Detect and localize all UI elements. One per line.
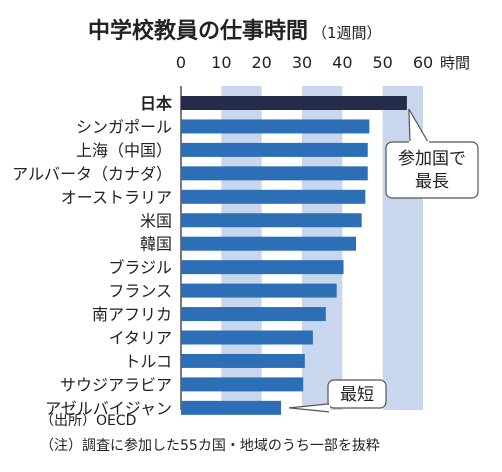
callout-box xyxy=(327,379,387,409)
category-label: アルバータ（カナダ） xyxy=(12,164,172,183)
annotation-text: 最長 xyxy=(415,172,449,192)
bar xyxy=(181,283,337,298)
bar xyxy=(181,189,366,204)
bar xyxy=(181,260,344,275)
x-tick-label: 10 xyxy=(211,53,231,72)
category-label: サウジアラビア xyxy=(60,375,172,394)
callout-pointer xyxy=(408,108,429,143)
category-label: ブラジル xyxy=(108,258,172,277)
category-label: 日本 xyxy=(140,94,172,113)
bar xyxy=(181,307,326,322)
x-tick-label: 20 xyxy=(251,53,271,72)
chart-title-note: （1週間） xyxy=(312,24,382,42)
category-label: 南アフリカ xyxy=(92,305,172,324)
bar xyxy=(181,377,304,392)
footnote-note: （注）調査に参加した55カ国・地域のうち一部を抜粋 xyxy=(40,437,380,454)
x-tick-label: 0 xyxy=(176,53,186,72)
bar xyxy=(181,166,368,181)
category-label: 米国 xyxy=(140,211,172,230)
footnote-source: （出所）OECD xyxy=(40,413,136,429)
callout-gap xyxy=(327,404,330,411)
bar xyxy=(181,330,313,345)
bar xyxy=(181,400,282,415)
x-tick-label: 40 xyxy=(332,53,352,72)
x-tick-label: 60 xyxy=(413,53,433,72)
annotation-text: 参加国で xyxy=(398,149,466,169)
bar xyxy=(181,353,305,368)
category-label: オーストラリア xyxy=(61,188,172,207)
category-label: フランス xyxy=(108,282,172,301)
x-tick-label: 50 xyxy=(372,53,392,72)
x-axis-unit: 時間 xyxy=(440,54,470,72)
bar xyxy=(181,142,368,157)
x-tick-label: 30 xyxy=(292,53,312,72)
category-label: トルコ xyxy=(124,352,172,371)
annotation-text: 最短 xyxy=(340,385,374,405)
category-label: シンガポール xyxy=(76,117,172,136)
category-label: 韓国 xyxy=(140,235,172,254)
callout-box xyxy=(385,141,479,199)
category-label: アゼルバイジャン xyxy=(45,399,172,418)
category-label: 上海（中国） xyxy=(76,141,172,160)
bar xyxy=(181,236,357,251)
x-axis-ticks: 0 10 20 30 40 50 60 xyxy=(176,53,433,72)
bar xyxy=(181,213,362,228)
bar xyxy=(181,119,370,134)
bars xyxy=(181,96,407,415)
callout-pointer xyxy=(288,403,330,413)
category-label: イタリア xyxy=(109,329,172,348)
bar xyxy=(181,96,407,110)
callout-gap xyxy=(409,141,429,144)
chart-title: 中学校教員の仕事時間 xyxy=(88,18,308,44)
